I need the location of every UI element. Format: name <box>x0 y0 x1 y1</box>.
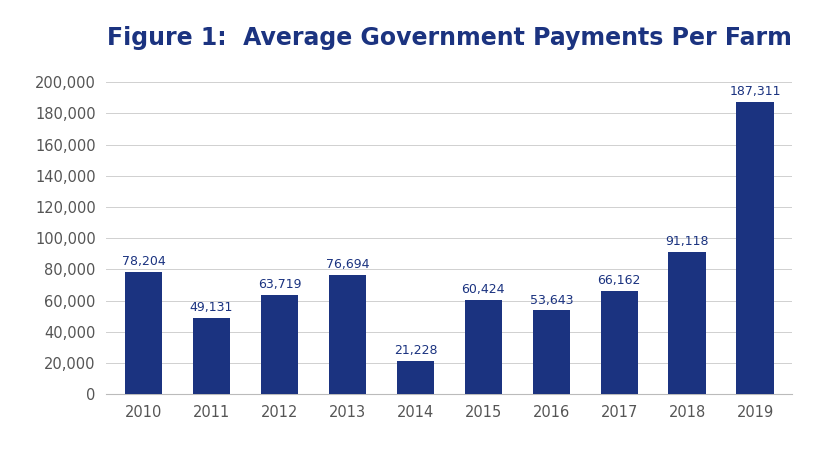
Bar <box>397 361 434 394</box>
Text: 78,204: 78,204 <box>122 255 166 268</box>
Text: 21,228: 21,228 <box>394 344 437 357</box>
Bar <box>328 275 366 394</box>
Bar <box>533 310 570 394</box>
Text: 76,694: 76,694 <box>326 258 369 270</box>
Text: 49,131: 49,131 <box>190 301 233 313</box>
Text: 91,118: 91,118 <box>665 235 709 248</box>
Bar <box>261 295 298 394</box>
Text: 187,311: 187,311 <box>730 85 781 98</box>
Bar <box>193 318 230 394</box>
Text: 63,719: 63,719 <box>257 278 301 291</box>
Text: 53,643: 53,643 <box>529 294 573 307</box>
Bar <box>600 291 638 394</box>
Bar <box>465 300 502 394</box>
Text: 66,162: 66,162 <box>597 274 641 287</box>
Bar <box>668 252 706 394</box>
Bar <box>736 102 774 394</box>
Title: Figure 1:  Average Government Payments Per Farm: Figure 1: Average Government Payments Pe… <box>107 26 792 50</box>
Text: 60,424: 60,424 <box>462 283 505 296</box>
Bar <box>125 272 163 394</box>
